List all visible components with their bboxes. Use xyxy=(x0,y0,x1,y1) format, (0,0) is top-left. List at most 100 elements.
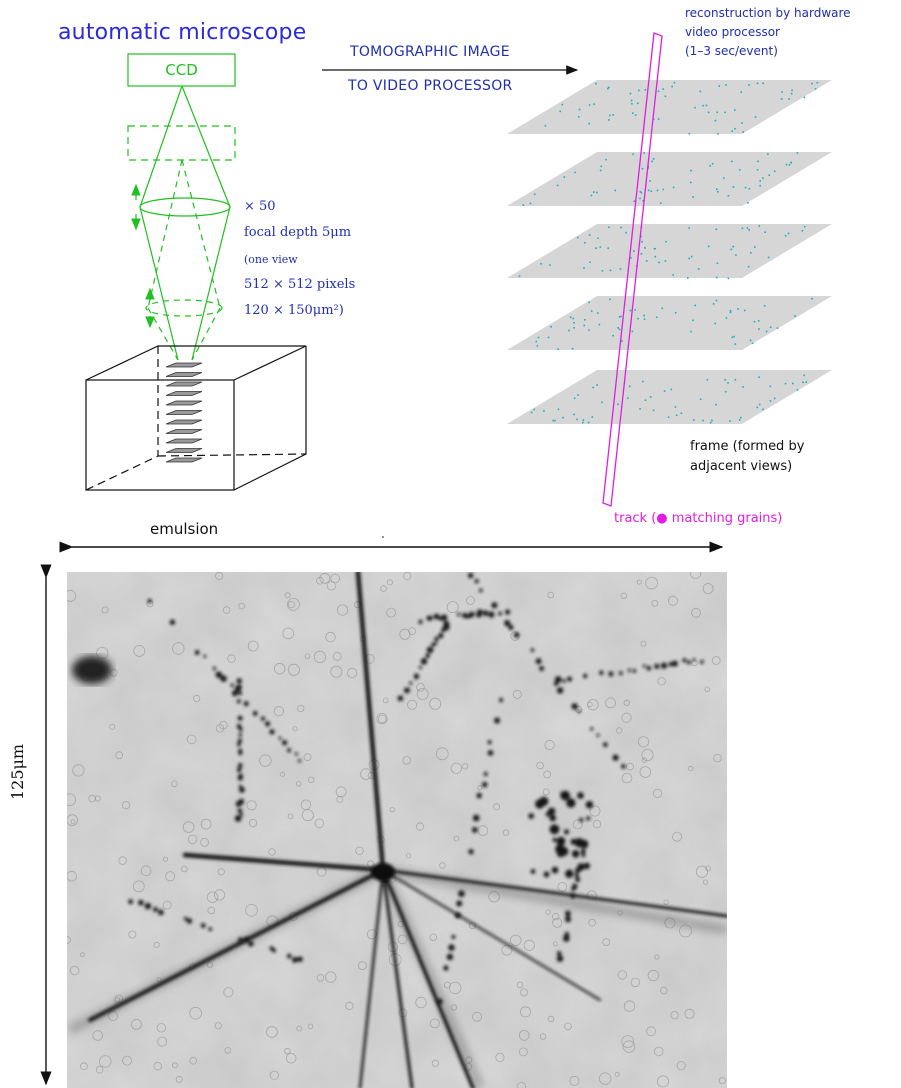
grain xyxy=(537,336,540,339)
reconstruction-note: reconstruction by hardware video process… xyxy=(685,4,851,61)
grain xyxy=(582,419,585,421)
grain xyxy=(687,277,689,279)
grain xyxy=(654,247,656,250)
grain xyxy=(690,169,692,172)
grain xyxy=(694,304,696,307)
grain xyxy=(673,81,676,84)
grain xyxy=(607,87,609,90)
grain xyxy=(680,412,683,414)
grain xyxy=(656,189,659,192)
reconstruction-line2: video processor xyxy=(685,25,780,39)
grain xyxy=(617,403,619,405)
grain xyxy=(734,109,736,111)
grain xyxy=(674,312,677,314)
grain xyxy=(659,202,662,204)
grain xyxy=(787,232,790,235)
grain xyxy=(629,309,632,312)
grain xyxy=(732,186,735,188)
grain xyxy=(765,330,768,333)
grain xyxy=(805,381,807,383)
grain xyxy=(649,180,651,182)
grain xyxy=(744,186,747,189)
grain xyxy=(714,322,716,325)
grain xyxy=(724,391,727,393)
grain xyxy=(641,240,643,243)
grain xyxy=(634,309,636,311)
grain xyxy=(724,379,726,381)
grain xyxy=(557,408,560,411)
grain xyxy=(694,106,696,109)
grain xyxy=(794,315,796,317)
grain xyxy=(768,174,771,176)
grain xyxy=(625,231,627,234)
grain xyxy=(640,235,642,238)
grain xyxy=(773,170,776,172)
grain xyxy=(540,263,542,265)
grain xyxy=(547,336,550,339)
emulsion-plane xyxy=(507,80,832,134)
grain xyxy=(632,112,634,114)
magnification: × 50 xyxy=(244,199,276,214)
grain xyxy=(734,343,737,345)
grain xyxy=(612,334,614,337)
grain xyxy=(699,90,702,93)
grain xyxy=(642,380,644,383)
grain xyxy=(644,399,647,401)
grain xyxy=(707,111,710,114)
grain xyxy=(754,246,756,248)
grain xyxy=(740,416,742,419)
grain xyxy=(533,408,536,411)
grain xyxy=(751,342,754,345)
grain xyxy=(758,328,760,330)
grain xyxy=(665,240,667,243)
grain xyxy=(711,163,714,165)
grain xyxy=(522,204,525,206)
grain xyxy=(601,270,604,272)
grain xyxy=(634,114,637,116)
grain xyxy=(727,195,730,197)
grain xyxy=(593,191,595,193)
grain xyxy=(757,160,759,163)
grain xyxy=(711,419,713,422)
view-slice xyxy=(165,410,203,415)
track-note: track (● matching grains) xyxy=(614,511,783,526)
grain xyxy=(583,267,585,269)
grain xyxy=(662,88,665,90)
grain xyxy=(637,102,639,105)
view-area: 120 × 150μm²) xyxy=(244,303,344,318)
grain xyxy=(762,177,764,179)
grain xyxy=(731,130,733,133)
grain xyxy=(781,91,783,93)
grain xyxy=(652,158,655,160)
grain xyxy=(640,192,643,194)
tomographic-view-stack xyxy=(165,362,203,463)
grain xyxy=(649,396,652,398)
grain xyxy=(742,386,744,388)
grain xyxy=(607,247,609,249)
grain xyxy=(785,163,788,166)
grain xyxy=(730,248,733,251)
grain xyxy=(609,298,611,301)
grain xyxy=(612,114,614,116)
grain xyxy=(577,394,579,396)
scale-label: 125μm xyxy=(8,743,27,800)
grain xyxy=(674,406,677,408)
grain xyxy=(618,328,621,331)
grain xyxy=(664,260,667,262)
diagram-title: automatic microscope xyxy=(58,20,307,45)
grain xyxy=(707,245,710,248)
grain xyxy=(587,421,590,424)
grain xyxy=(790,161,793,164)
grain xyxy=(759,180,761,182)
frame-note: frame (formed by adjacent views) xyxy=(690,437,804,477)
grain xyxy=(725,84,727,86)
grain xyxy=(753,320,756,323)
grain xyxy=(758,225,760,227)
grain xyxy=(657,90,660,93)
frame-note-line2: adjacent views) xyxy=(690,459,793,474)
emulsion-plane xyxy=(507,296,832,350)
grain xyxy=(716,262,719,265)
grain xyxy=(763,305,766,307)
grain xyxy=(706,379,709,381)
grain xyxy=(709,421,712,424)
